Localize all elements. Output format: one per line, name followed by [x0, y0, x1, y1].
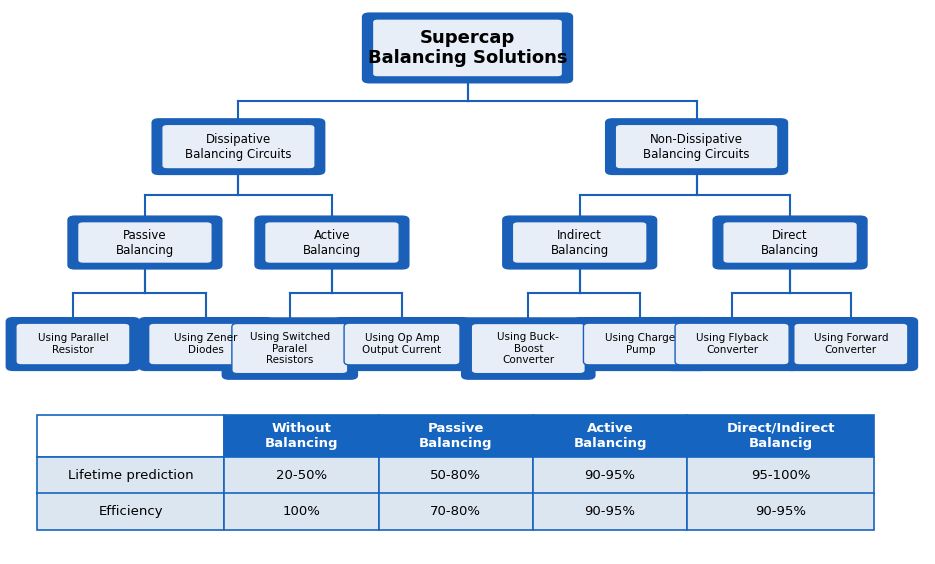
FancyBboxPatch shape	[344, 323, 460, 365]
Text: Non-Dissipative
Balancing Circuits: Non-Dissipative Balancing Circuits	[643, 133, 750, 161]
Text: 90-95%: 90-95%	[584, 505, 636, 518]
FancyBboxPatch shape	[334, 317, 470, 371]
Text: 50-80%: 50-80%	[430, 469, 482, 482]
Text: Indirect
Balancing: Indirect Balancing	[551, 228, 609, 257]
FancyBboxPatch shape	[149, 323, 263, 365]
Text: Efficiency: Efficiency	[98, 505, 164, 518]
Bar	[224, 415, 379, 457]
FancyBboxPatch shape	[615, 125, 778, 169]
Text: Using Op Amp
Output Current: Using Op Amp Output Current	[363, 333, 441, 355]
FancyBboxPatch shape	[265, 222, 399, 263]
Text: Active
Balancing: Active Balancing	[303, 228, 361, 257]
Bar	[379, 415, 533, 457]
Text: 90-95%: 90-95%	[584, 469, 636, 482]
FancyBboxPatch shape	[138, 317, 273, 371]
FancyBboxPatch shape	[573, 317, 708, 371]
FancyBboxPatch shape	[254, 215, 410, 270]
Text: Using Zener
Diodes: Using Zener Diodes	[174, 333, 237, 355]
Bar	[37, 494, 224, 530]
Text: Lifetime prediction: Lifetime prediction	[68, 469, 194, 482]
Text: Supercap
Balancing Solutions: Supercap Balancing Solutions	[367, 29, 568, 67]
Bar	[533, 415, 687, 457]
Text: Using Switched
Paralel
Resistors: Using Switched Paralel Resistors	[250, 332, 330, 365]
Text: Active
Balancing: Active Balancing	[573, 422, 647, 450]
Text: Direct/Indirect
Balancig: Direct/Indirect Balancig	[726, 422, 835, 450]
Bar	[687, 494, 874, 530]
Text: Without
Balancing: Without Balancing	[265, 422, 338, 450]
Text: Passive
Balancing: Passive Balancing	[419, 422, 493, 450]
FancyBboxPatch shape	[16, 323, 130, 365]
Bar	[379, 457, 533, 494]
FancyBboxPatch shape	[6, 317, 140, 371]
Bar	[37, 415, 224, 457]
FancyBboxPatch shape	[723, 222, 857, 263]
Bar	[687, 415, 874, 457]
Bar	[533, 457, 687, 494]
FancyBboxPatch shape	[461, 317, 596, 380]
Text: 90-95%: 90-95%	[755, 505, 806, 518]
Bar	[224, 494, 379, 530]
FancyBboxPatch shape	[784, 317, 918, 371]
Text: Using Parallel
Resistor: Using Parallel Resistor	[37, 333, 108, 355]
Text: Direct
Balancing: Direct Balancing	[761, 228, 819, 257]
Bar	[37, 457, 224, 494]
FancyBboxPatch shape	[232, 323, 348, 373]
FancyBboxPatch shape	[471, 323, 585, 373]
FancyBboxPatch shape	[675, 323, 789, 365]
Text: 70-80%: 70-80%	[430, 505, 482, 518]
FancyBboxPatch shape	[222, 317, 358, 380]
Text: Passive
Balancing: Passive Balancing	[116, 228, 174, 257]
Text: Dissipative
Balancing Circuits: Dissipative Balancing Circuits	[185, 133, 292, 161]
FancyBboxPatch shape	[605, 118, 788, 175]
FancyBboxPatch shape	[712, 215, 868, 270]
FancyBboxPatch shape	[362, 12, 573, 83]
Text: 20-50%: 20-50%	[276, 469, 327, 482]
FancyBboxPatch shape	[372, 19, 563, 77]
Text: Using Charge
Pump: Using Charge Pump	[606, 333, 675, 355]
Bar	[687, 457, 874, 494]
Bar	[224, 457, 379, 494]
FancyBboxPatch shape	[512, 222, 647, 263]
FancyBboxPatch shape	[665, 317, 799, 371]
Text: Using Buck-
Boost
Converter: Using Buck- Boost Converter	[497, 332, 559, 365]
FancyBboxPatch shape	[502, 215, 657, 270]
Text: 95-100%: 95-100%	[751, 469, 811, 482]
Text: 100%: 100%	[282, 505, 321, 518]
Text: Using Forward
Converter: Using Forward Converter	[813, 333, 888, 355]
FancyBboxPatch shape	[162, 125, 315, 169]
FancyBboxPatch shape	[794, 323, 908, 365]
FancyBboxPatch shape	[583, 323, 698, 365]
FancyBboxPatch shape	[67, 215, 223, 270]
Bar	[379, 494, 533, 530]
FancyBboxPatch shape	[151, 118, 325, 175]
Text: Using Flyback
Converter: Using Flyback Converter	[696, 333, 769, 355]
Bar	[533, 494, 687, 530]
FancyBboxPatch shape	[78, 222, 212, 263]
